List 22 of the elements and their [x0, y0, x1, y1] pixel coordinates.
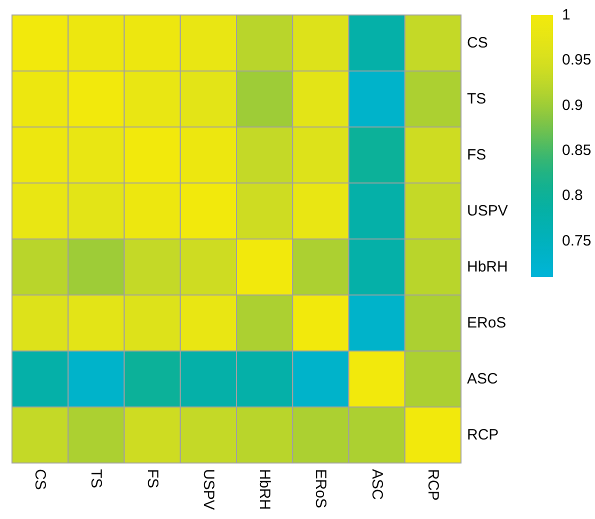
color-bar-label: 1	[562, 6, 570, 24]
color-bar-label: 0.8	[562, 187, 583, 204]
x-tick-label: RCP	[424, 469, 442, 501]
y-tick-label: FS	[467, 146, 486, 164]
y-tick-label: RCP	[467, 426, 499, 444]
x-tick-label: FS	[144, 469, 161, 488]
y-tick-label: ASC	[467, 370, 498, 388]
x-tick-label: CS	[32, 469, 49, 490]
y-tick-label: TS	[467, 90, 486, 108]
color-bar-label: 0.95	[562, 52, 592, 69]
x-tick-label: ASC	[368, 469, 386, 500]
x-tick-label: TS	[88, 469, 105, 488]
y-tick-label: USPV	[467, 202, 508, 220]
x-tick-label: HbRH	[256, 469, 274, 510]
x-tick-label: ERoS	[312, 469, 330, 508]
x-tick-label: USPV	[200, 469, 217, 510]
color-bar-label: 0.9	[562, 96, 583, 114]
color-bar-label: 0.75	[562, 232, 592, 250]
y-tick-label: HbRH	[467, 258, 508, 276]
color-bar-label: 0.85	[562, 142, 592, 160]
y-tick-label: CS	[467, 34, 488, 52]
y-tick-label: ERoS	[467, 314, 506, 332]
